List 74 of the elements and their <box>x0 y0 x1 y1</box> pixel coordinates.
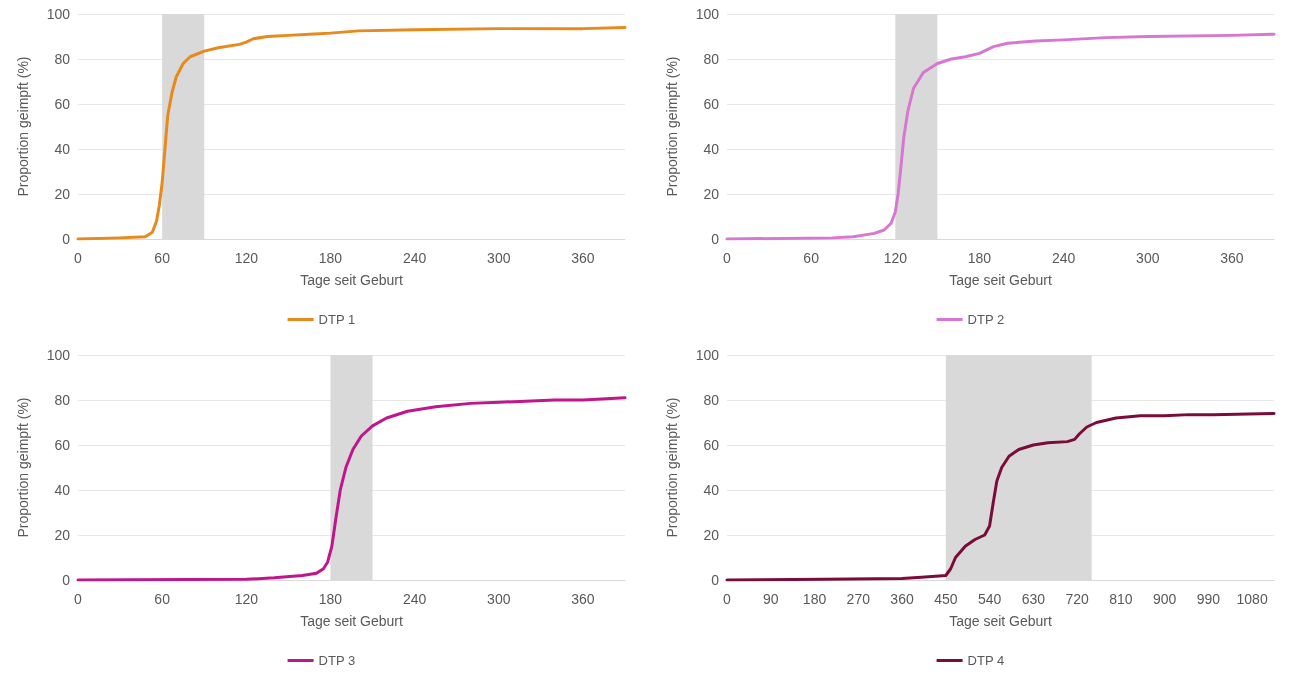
x-tick-label: 60 <box>154 250 171 266</box>
x-tick-label: 270 <box>846 591 871 607</box>
y-tick-label: 80 <box>54 392 71 408</box>
y-tick-label: 100 <box>695 6 720 22</box>
x-tick-label: 720 <box>1065 591 1089 607</box>
x-axis-title: Tage seit Geburt <box>949 613 1052 629</box>
y-tick-label: 20 <box>54 186 71 202</box>
x-tick-label: 1080 <box>1236 591 1268 607</box>
y-tick-label: 100 <box>46 6 71 22</box>
x-tick-label: 540 <box>977 591 1002 607</box>
y-tick-label: 80 <box>703 51 720 67</box>
x-tick-label: 0 <box>74 250 83 266</box>
x-tick-label: 300 <box>1136 250 1160 266</box>
x-tick-label: 60 <box>154 591 171 607</box>
x-tick-label: 450 <box>934 591 958 607</box>
x-tick-label: 0 <box>74 591 83 607</box>
legend-label: DTP 4 <box>967 653 1005 668</box>
y-tick-label: 0 <box>711 231 720 247</box>
y-tick-label: 80 <box>703 392 720 408</box>
y-tick-label: 0 <box>62 231 71 247</box>
x-tick-label: 360 <box>571 591 595 607</box>
y-axis-title: Proportion geimpft (%) <box>15 397 31 538</box>
y-tick-label: 100 <box>46 347 71 363</box>
y-tick-label: 80 <box>54 51 71 67</box>
line-series <box>725 32 1276 241</box>
x-tick-label: 60 <box>803 250 820 266</box>
y-axis-title: Proportion geimpft (%) <box>15 56 31 197</box>
x-axis-title: Tage seit Geburt <box>300 272 403 288</box>
y-axis-title: Proportion geimpft (%) <box>664 56 680 197</box>
x-tick-label: 900 <box>1152 591 1177 607</box>
y-tick-label: 20 <box>703 186 720 202</box>
x-tick-label: 120 <box>234 591 259 607</box>
x-tick-label: 90 <box>762 591 779 607</box>
y-tick-label: 40 <box>703 482 720 498</box>
legend-label: DTP 2 <box>967 312 1005 327</box>
x-tick-label: 240 <box>402 250 427 266</box>
x-tick-label: 240 <box>1051 250 1076 266</box>
x-tick-label: 300 <box>487 250 511 266</box>
y-tick-label: 60 <box>703 96 720 112</box>
y-tick-label: 100 <box>695 347 720 363</box>
x-tick-label: 180 <box>802 591 827 607</box>
y-tick-label: 60 <box>54 437 71 453</box>
legend-label: DTP 3 <box>318 653 356 668</box>
x-tick-label: 360 <box>1220 250 1244 266</box>
x-tick-label: 810 <box>1109 591 1133 607</box>
y-tick-label: 60 <box>54 96 71 112</box>
y-axis-title: Proportion geimpft (%) <box>664 397 680 538</box>
y-tick-label: 40 <box>703 141 720 157</box>
x-tick-label: 180 <box>318 250 343 266</box>
legend-label: DTP 1 <box>318 312 356 327</box>
x-tick-label: 240 <box>402 591 427 607</box>
y-tick-label: 20 <box>703 527 720 543</box>
y-tick-label: 60 <box>703 437 720 453</box>
x-tick-label: 0 <box>723 591 732 607</box>
y-tick-label: 40 <box>54 141 71 157</box>
y-tick-label: 20 <box>54 527 71 543</box>
x-tick-label: 180 <box>318 591 343 607</box>
x-tick-label: 120 <box>883 250 908 266</box>
line-series <box>76 26 627 241</box>
y-tick-label: 40 <box>54 482 71 498</box>
x-tick-label: 990 <box>1196 591 1221 607</box>
y-tick-label: 0 <box>62 572 71 588</box>
x-tick-label: 300 <box>487 591 511 607</box>
x-axis-title: Tage seit Geburt <box>949 272 1052 288</box>
x-tick-label: 630 <box>1021 591 1046 607</box>
x-tick-label: 360 <box>571 250 595 266</box>
x-axis-title: Tage seit Geburt <box>300 613 403 629</box>
line-series <box>725 412 1276 582</box>
line-series <box>76 396 627 582</box>
x-tick-label: 120 <box>234 250 259 266</box>
y-tick-label: 0 <box>711 572 720 588</box>
x-tick-label: 180 <box>967 250 992 266</box>
x-tick-label: 0 <box>723 250 732 266</box>
x-tick-label: 360 <box>890 591 914 607</box>
